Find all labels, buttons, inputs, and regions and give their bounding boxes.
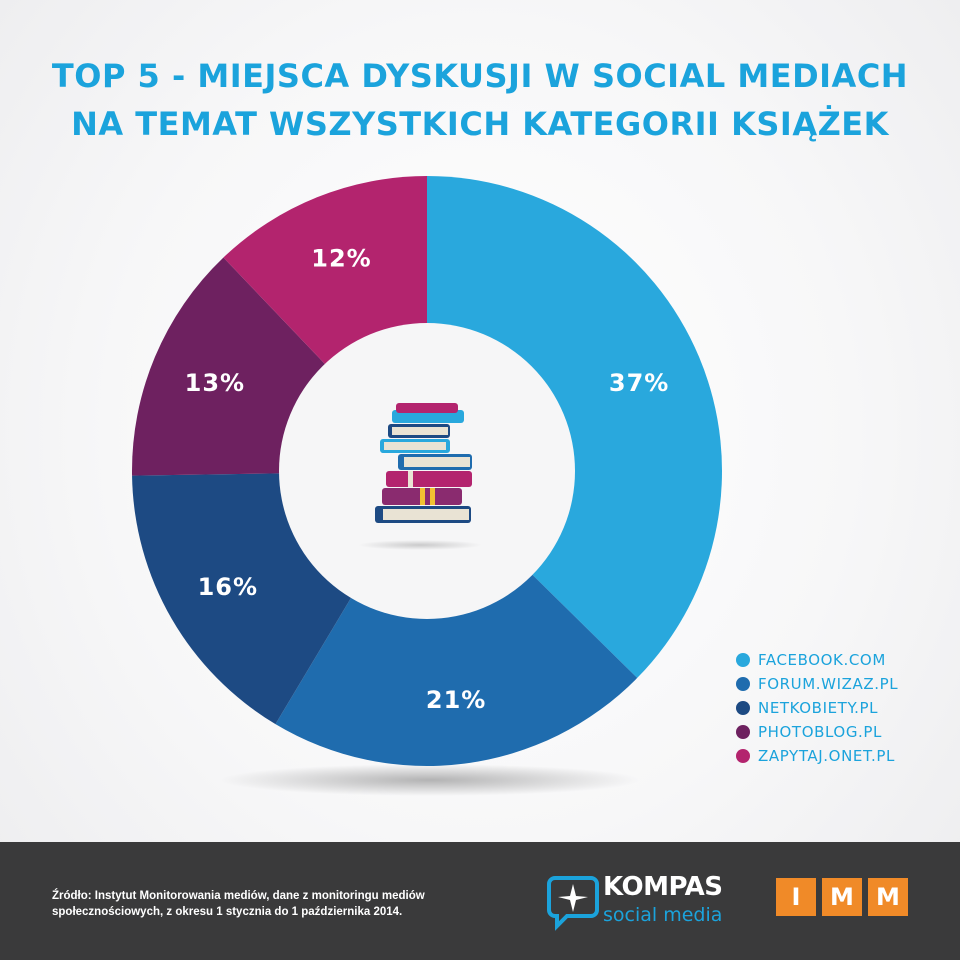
legend-label: FORUM.WIZAZ.PL [758,675,899,693]
chart-title-line-1: TOP 5 - MIEJSCA DYSKUSJI W SOCIAL MEDIAC… [51,57,909,95]
slice-facebook-com [427,176,722,678]
slice-forum-wizaz-pl [275,471,638,767]
legend-swatch [736,725,750,739]
source-line-2: społecznościowych, z okresu 1 stycznia d… [52,906,403,918]
legend-label: FACEBOOK.COM [758,651,886,669]
footer-bar: Źródło: Instytut Monitorowania mediów, d… [0,842,960,960]
source-line-1: Źródło: Instytut Monitorowania mediów, d… [52,890,425,902]
legend-swatch [736,653,750,667]
kompas-logo: KOMPAS social media [545,872,735,934]
legend-item: FORUM.WIZAZ.PL [736,672,946,696]
chart-legend: FACEBOOK.COM FORUM.WIZAZ.PL NETKOBIETY.PL P… [736,648,946,768]
slice-label: 37% [609,369,669,397]
chart-title-line-2: NA TEMAT WSZYSTKICH KATEGORII KSIĄŻEK [71,105,889,143]
legend-item: PHOTOBLOG.PL [736,720,946,744]
imm-letter: M [822,878,862,916]
source-note: Źródło: Instytut Monitorowania mediów, d… [52,888,482,920]
legend-item: NETKOBIETY.PL [736,696,946,720]
kompas-name: KOMPAS [603,872,723,902]
compass-bubble-icon [547,876,599,931]
chart-shadow [220,764,640,796]
legend-label: NETKOBIETY.PL [758,699,879,717]
imm-letter: M [868,878,908,916]
slice-label: 21% [426,686,486,714]
donut-chart: 37% 21% 16% 13% 12% [132,176,722,796]
imm-letter: I [776,878,816,916]
legend-item: FACEBOOK.COM [736,648,946,672]
slice-label: 16% [198,573,258,601]
chart-title: TOP 5 - MIEJSCA DYSKUSJI W SOCIAL MEDIAC… [0,52,960,148]
slice-label: 12% [311,244,371,272]
legend-label: ZAPYTAJ.ONET.PL [758,747,895,765]
legend-label: PHOTOBLOG.PL [758,723,883,741]
legend-swatch [736,677,750,691]
legend-swatch [736,749,750,763]
slice-label: 13% [185,369,245,397]
legend-item: ZAPYTAJ.ONET.PL [736,744,946,768]
book-stack-icon [358,403,482,550]
imm-logo: I M M [776,878,908,916]
kompas-subtitle: social media [603,904,723,926]
legend-swatch [736,701,750,715]
slice-labels-group: 37% 21% 16% 13% 12% [185,244,669,714]
